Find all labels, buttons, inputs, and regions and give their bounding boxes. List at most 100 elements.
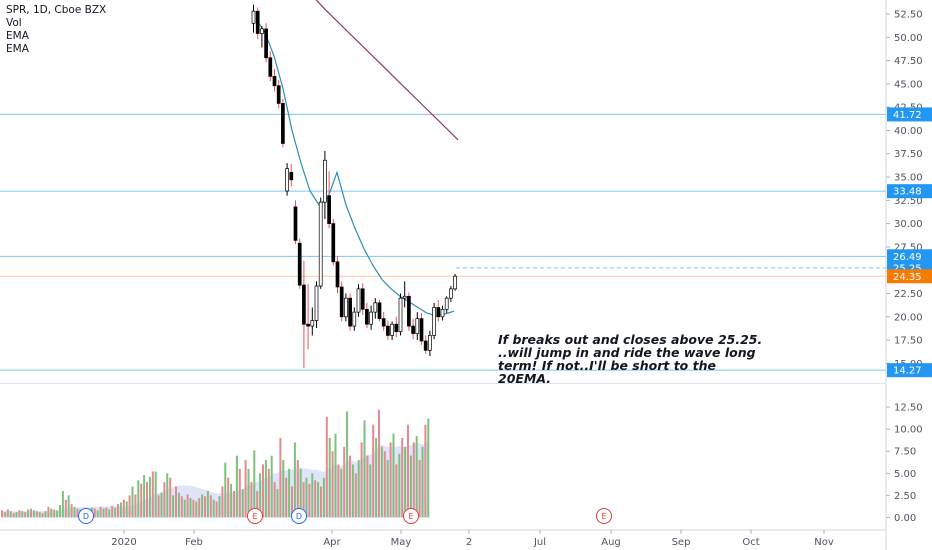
dividend-marker-label: D <box>83 512 89 521</box>
volume-bar <box>201 494 204 518</box>
volume-bar <box>351 464 354 518</box>
price-level-tag <box>887 249 932 264</box>
volume-bar <box>233 490 235 518</box>
candle-body <box>314 285 319 321</box>
candle-body <box>390 323 394 336</box>
price-tick-label: 37.50 <box>894 149 923 160</box>
volume-bar <box>163 482 166 518</box>
volume-bar <box>143 475 146 518</box>
price-level-tag-label: 41.72 <box>893 110 922 121</box>
price-axis[interactable]: 52.5050.0047.5045.0042.5040.0037.5035.00… <box>885 0 932 550</box>
volume-bar <box>166 473 169 518</box>
candle-body <box>377 302 382 319</box>
volume-bar <box>375 437 378 518</box>
time-tick-label: Nov <box>814 537 834 548</box>
time-tick-label: Apr <box>323 537 341 548</box>
candle-body <box>444 297 449 310</box>
volume-bar <box>328 437 331 518</box>
earnings-marker-label: E <box>408 512 413 521</box>
annotation-line-4: 20EMA. <box>498 371 552 386</box>
volume-bar <box>215 501 218 518</box>
volume-bar <box>50 508 53 518</box>
volume-bar <box>334 433 337 518</box>
legend-ema-1[interactable]: EMA <box>6 30 29 42</box>
volume-bar <box>230 483 233 518</box>
volume-bar <box>354 473 357 518</box>
candle-body <box>255 10 260 34</box>
candle-body <box>369 311 373 325</box>
volume-tick-label: 7.50 <box>894 447 916 458</box>
volume-bar <box>212 499 215 518</box>
candle-body <box>310 320 315 327</box>
price-tick-label: 32.50 <box>894 196 923 207</box>
volume-bar <box>293 442 296 518</box>
volume-bar <box>108 509 111 518</box>
candle-body <box>373 302 378 313</box>
price-tick-label: 30.00 <box>894 219 923 230</box>
price-tick-label: 17.50 <box>894 336 923 347</box>
price-tick-label: 52.50 <box>894 9 923 20</box>
time-tick-label: 2 <box>466 537 472 548</box>
volume-bar <box>241 489 244 518</box>
volume-bar <box>389 442 392 518</box>
candles <box>251 4 457 369</box>
annotation-text: If breaks out and closes above 25.25. ..… <box>498 333 788 385</box>
volume-bar <box>337 464 340 518</box>
volume-bar <box>366 455 369 518</box>
volume-bar <box>273 482 276 518</box>
candle-body <box>419 318 424 342</box>
volume-bar <box>146 482 148 518</box>
volume-bar <box>305 477 308 518</box>
volume-bar <box>15 512 18 518</box>
volume-bar <box>9 511 12 518</box>
volume-bar <box>360 442 363 518</box>
time-tick-label: Oct <box>742 537 759 548</box>
candle-body <box>323 159 327 203</box>
price-tick-label: 47.50 <box>894 56 923 67</box>
volume-bar <box>172 495 175 518</box>
volume-bar <box>398 453 401 518</box>
volume-bars <box>1 409 430 518</box>
candle-body <box>432 307 436 336</box>
volume-bar <box>76 508 79 518</box>
legend-symbol[interactable]: SPR, 1D, Cboe BZX <box>6 4 107 16</box>
volume-bar <box>238 468 241 518</box>
ema20-line <box>255 18 455 317</box>
volume-bar <box>259 473 262 518</box>
volume-bar <box>256 490 259 518</box>
volume-bar <box>320 486 322 518</box>
time-axis[interactable]: 2020 Feb Apr May 2 Jul Aug Sep Oct Nov <box>0 529 886 548</box>
price-level-tag <box>887 107 932 122</box>
volume-bar <box>70 504 73 518</box>
volume-bar <box>53 509 56 518</box>
candle-body <box>449 288 453 299</box>
price-tick-label: 27.50 <box>894 242 923 253</box>
volume-tick-label: 2.50 <box>894 491 916 502</box>
price-level-tag <box>887 363 932 378</box>
volume-bar <box>314 480 317 518</box>
candle-body <box>251 10 256 24</box>
volume-bar <box>192 499 195 518</box>
price-tick-label: 40.00 <box>894 126 923 137</box>
time-tick-label: 2020 <box>111 537 136 548</box>
volume-bar <box>64 499 67 518</box>
volume-bar <box>177 492 180 518</box>
volume-bar <box>44 511 47 518</box>
volume-bar <box>122 499 125 518</box>
volume-bar <box>235 455 238 518</box>
candle-body <box>327 195 331 224</box>
legend-vol[interactable]: Vol <box>6 17 22 29</box>
candle-body <box>348 297 352 327</box>
volume-bar <box>218 496 221 518</box>
candle-body <box>276 85 281 104</box>
volume-bar <box>157 495 160 518</box>
candle-body <box>394 323 399 333</box>
candle-body <box>260 28 264 34</box>
volume-bar <box>47 506 50 518</box>
horizontal-levels <box>0 113 886 371</box>
legend-ema-2[interactable]: EMA <box>6 43 29 55</box>
volume-bar <box>325 416 328 518</box>
ema-lines <box>255 0 459 317</box>
